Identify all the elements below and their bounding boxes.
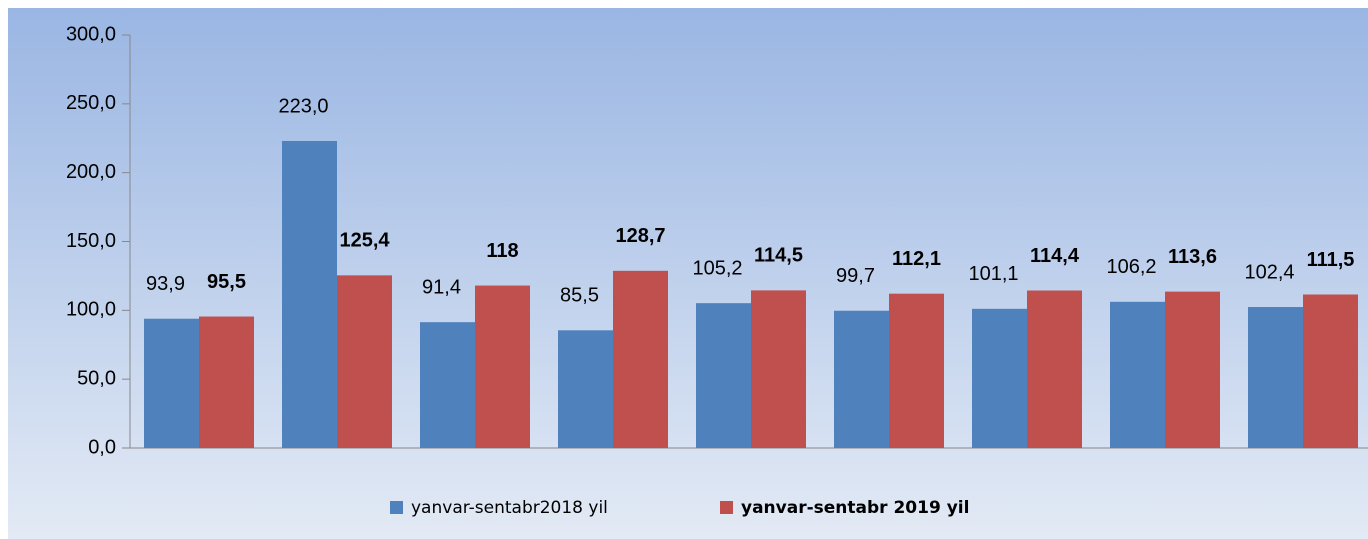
data-label: 106,2	[1106, 256, 1156, 278]
y-tick-label: 0,0	[88, 436, 116, 458]
bar	[199, 316, 254, 448]
bar	[144, 318, 199, 448]
data-label: 114,4	[1030, 245, 1080, 267]
data-label: 114,5	[754, 245, 803, 267]
y-tick-label: 300,0	[66, 23, 116, 45]
bar	[696, 303, 751, 448]
legend-label: yanvar-sentabr 2019 yil	[741, 498, 969, 518]
bar	[1110, 301, 1165, 448]
bar	[282, 141, 337, 448]
data-label: 93,9	[146, 273, 185, 295]
chart-background	[8, 8, 1368, 539]
data-label: 112,1	[892, 248, 941, 270]
data-label: 125,4	[339, 230, 390, 252]
bar	[834, 310, 889, 448]
legend-label: yanvar-sentabr2018 yil	[411, 498, 608, 518]
data-label: 95,5	[207, 271, 246, 293]
bar	[558, 330, 613, 448]
data-label: 101,1	[968, 263, 1018, 285]
y-tick-label: 200,0	[66, 161, 116, 183]
y-tick-label: 250,0	[66, 92, 116, 114]
bar	[613, 270, 668, 448]
data-label: 102,4	[1244, 261, 1294, 283]
data-label: 85,5	[560, 285, 599, 307]
data-label: 118	[486, 240, 518, 262]
bar	[889, 293, 944, 448]
data-label: 223,0	[278, 95, 328, 117]
legend-swatch	[390, 501, 403, 514]
y-tick-label: 50,0	[77, 367, 116, 389]
bar	[751, 290, 806, 448]
data-label: 105,2	[692, 257, 742, 279]
y-tick-label: 150,0	[66, 230, 116, 252]
data-label: 111,5	[1307, 249, 1355, 271]
y-tick-label: 100,0	[66, 299, 116, 321]
bar	[337, 275, 392, 448]
bar	[1303, 294, 1358, 448]
bar	[475, 285, 530, 448]
bar	[1165, 291, 1220, 448]
bar	[972, 308, 1027, 448]
data-label: 128,7	[615, 225, 665, 247]
bar	[420, 322, 475, 448]
data-label: 99,7	[836, 265, 875, 287]
legend-swatch	[720, 501, 733, 514]
bar	[1027, 290, 1082, 448]
data-label: 113,6	[1168, 246, 1217, 268]
bar	[1248, 307, 1303, 448]
data-label: 91,4	[422, 276, 461, 298]
